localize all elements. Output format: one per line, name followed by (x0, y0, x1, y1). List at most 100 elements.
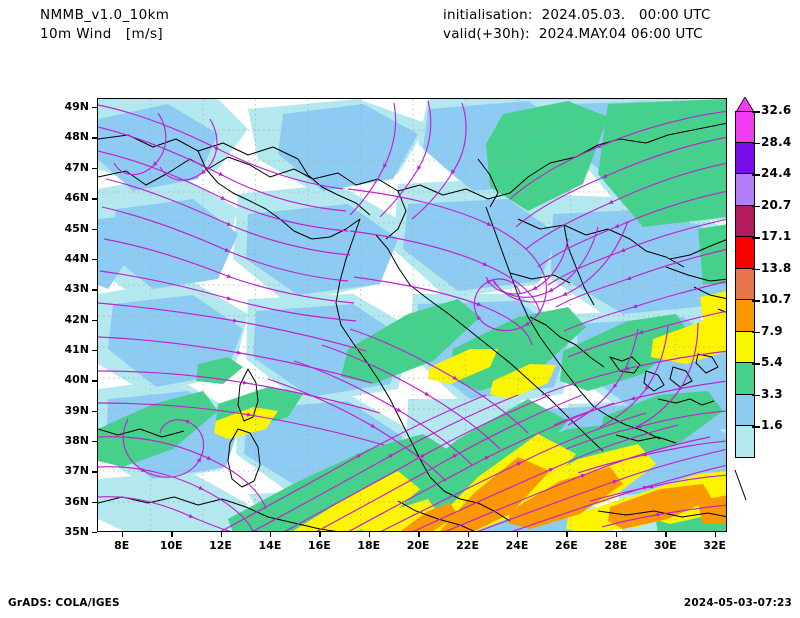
colorbar-tail-bottom (734, 470, 747, 500)
colorbar (735, 111, 755, 458)
colorbar-tick-mark (752, 174, 760, 176)
y-axis-tick-label: 46N (64, 191, 89, 205)
map-canvas (98, 99, 726, 531)
y-axis-tick-mark (92, 532, 97, 534)
colorbar-band (735, 426, 755, 458)
field-name-label: 10m Wind [m/s] (40, 26, 164, 42)
x-axis-tick-label: 24E (505, 539, 529, 552)
y-axis-tick-label: 36N (64, 494, 89, 508)
x-axis-tick-mark (714, 532, 717, 537)
y-axis-tick-label: 38N (64, 433, 89, 447)
header-right-block: initialisation: 2024.05.03. 00:00 UTC va… (443, 6, 711, 44)
y-axis-tick-label: 48N (64, 130, 89, 144)
x-axis-tick-label: 20E (406, 539, 430, 552)
colorbar-tick-mark (752, 426, 760, 428)
x-axis-tick-label: 10E (159, 539, 183, 552)
colorbar-tick-mark (752, 237, 760, 239)
render-timestamp-label: 2024-05-03-07:23 (683, 597, 792, 609)
y-axis-tick-mark (92, 198, 97, 200)
grads-credit-label: GrADS: COLA/IGES (8, 597, 120, 609)
y-axis-tick-label: 45N (64, 221, 89, 235)
y-axis-tick-mark (92, 440, 97, 443)
y-axis-tick-mark (92, 228, 97, 230)
y-axis-tick-mark (92, 258, 97, 261)
filled-contours (98, 99, 726, 531)
colorbar-tick-label: 28.4 (761, 134, 792, 149)
colorbar-tick-label: 17.1 (761, 229, 792, 243)
colorbar-tick-label: 32.6 (761, 103, 792, 117)
x-axis-tick-mark (171, 532, 173, 537)
colorbar-tick-mark (752, 363, 760, 365)
colorbar-band (735, 331, 755, 363)
y-axis-tick-mark (92, 471, 97, 473)
colorbar-tick-label: 7.9 (761, 323, 783, 338)
x-axis-tick-label: 30E (653, 539, 677, 552)
y-axis-tick-label: 35N (64, 525, 89, 538)
colorbar-band (735, 394, 755, 426)
colorbar-band (735, 237, 755, 269)
colorbar-band (735, 111, 755, 143)
y-axis-tick-label: 47N (64, 160, 89, 174)
header-left-block: NMMB_v1.0_10km 10m Wind [m/s] (40, 6, 169, 44)
y-axis-tick-mark (92, 107, 97, 109)
colorbar-band (735, 268, 755, 300)
colorbar-tick-label: 20.7 (761, 197, 792, 212)
colorbar-tick-label: 3.3 (761, 386, 783, 401)
x-axis-tick-mark (319, 532, 321, 537)
colorbar-tick-label: 5.4 (761, 355, 783, 369)
wind-streamlines (98, 100, 726, 531)
x-axis-tick-label: 26E (554, 539, 578, 552)
y-axis-tick-label: 39N (64, 403, 89, 417)
valid-time-label: valid(+30h): 2024.MAY.04 06:00 UTC (443, 26, 703, 42)
y-axis-tick-label: 42N (64, 312, 89, 326)
y-axis-tick-mark (92, 349, 97, 352)
x-axis-tick-mark (220, 532, 222, 537)
colorbar-tick-mark (752, 394, 760, 397)
y-axis-tick-mark (92, 501, 97, 504)
colorbar-tick-mark (752, 300, 760, 302)
model-name-label: NMMB_v1.0_10km (40, 7, 170, 23)
colorbar-band (735, 174, 755, 206)
x-axis-tick-mark (368, 532, 371, 537)
x-axis-tick-mark (517, 532, 519, 537)
y-axis-tick-mark (92, 289, 97, 291)
y-axis-tick-label: 49N (64, 100, 89, 114)
x-axis-tick-label: 22E (456, 539, 479, 552)
x-axis-tick-label: 16E (307, 539, 331, 552)
x-axis-tick-mark (665, 532, 667, 537)
x-axis-tick-label: 32E (703, 539, 727, 552)
colorbar-band (735, 300, 755, 332)
y-axis-tick-mark (92, 137, 97, 139)
colorbar-tick-label: 24.4 (761, 166, 792, 180)
colorbar-tick-label: 13.8 (761, 260, 792, 275)
initialisation-label: initialisation: 2024.05.03. 00:00 UTC (443, 7, 711, 23)
y-axis-tick-label: 44N (64, 251, 89, 265)
colorbar-tick-mark (752, 111, 760, 113)
x-axis-tick-mark (121, 532, 124, 537)
x-axis-tick-label: 12E (209, 539, 232, 552)
x-axis-tick-label: 14E (258, 539, 282, 552)
colorbar-tick-label: 1.6 (761, 418, 783, 432)
x-axis-tick-mark (566, 532, 568, 537)
colorbar-band (735, 205, 755, 237)
colorbar-tick-mark (752, 205, 760, 208)
x-axis-tick-mark (269, 532, 272, 537)
x-axis-tick-label: 18E (357, 539, 381, 552)
x-axis-tick-label: 8E (114, 539, 130, 552)
y-axis-tick-mark (92, 380, 97, 382)
x-axis-tick-mark (467, 532, 469, 537)
y-axis-tick-label: 43N (64, 282, 89, 296)
y-axis-tick-mark (92, 319, 97, 321)
y-axis-tick-mark (92, 410, 97, 412)
y-axis-tick-label: 37N (64, 464, 89, 478)
x-axis-tick-label: 28E (604, 539, 628, 552)
colorbar-band (735, 142, 755, 174)
y-axis-tick-label: 41N (64, 342, 89, 356)
colorbar-arrow-top (735, 97, 755, 112)
colorbar-band (735, 363, 755, 395)
colorbar-tick-mark (752, 331, 760, 334)
x-axis-tick-mark (418, 532, 420, 537)
colorbar-tick-mark (752, 268, 760, 271)
x-axis-tick-mark (615, 532, 618, 537)
colorbar-tick-mark (752, 142, 760, 145)
